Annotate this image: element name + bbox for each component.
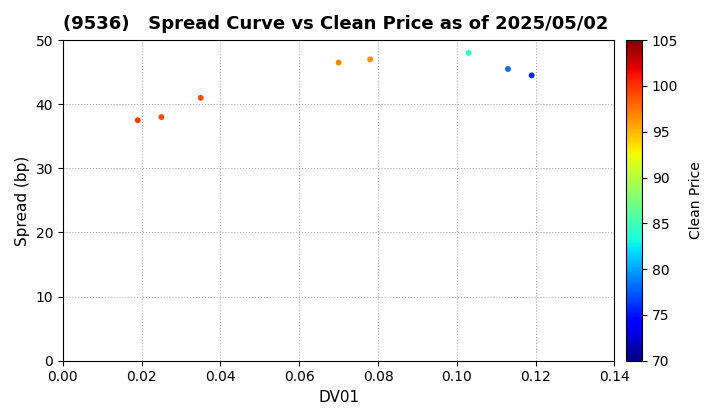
Point bbox=[526, 72, 537, 79]
Point bbox=[463, 50, 474, 56]
Text: (9536)   Spread Curve vs Clean Price as of 2025/05/02: (9536) Spread Curve vs Clean Price as of… bbox=[63, 15, 608, 33]
Y-axis label: Spread (bp): Spread (bp) bbox=[15, 155, 30, 246]
Point bbox=[503, 66, 514, 72]
Point bbox=[333, 59, 344, 66]
X-axis label: DV01: DV01 bbox=[318, 390, 359, 405]
Point bbox=[132, 117, 143, 123]
Point bbox=[195, 94, 207, 101]
Point bbox=[156, 114, 167, 121]
Y-axis label: Clean Price: Clean Price bbox=[689, 162, 703, 239]
Point bbox=[364, 56, 376, 63]
